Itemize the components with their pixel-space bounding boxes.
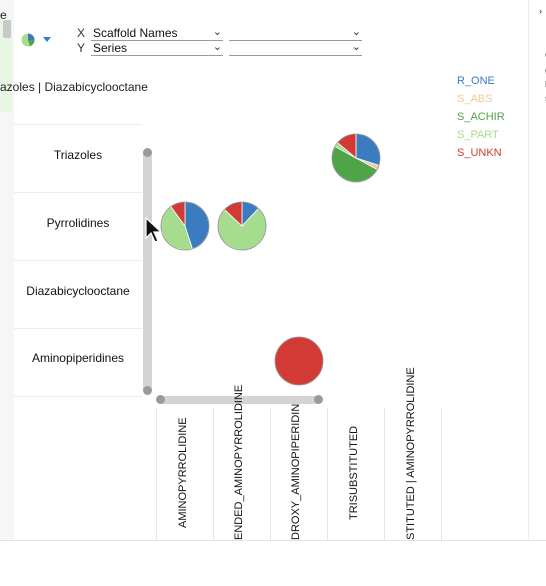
x-range-slider-right-handle[interactable]	[314, 395, 323, 404]
row-label-triazoles: Triazoles	[53, 148, 103, 162]
legend-item-s-unkn[interactable]: S_UNKN	[457, 147, 502, 159]
y-secondary-select[interactable]: ⌄	[229, 41, 362, 56]
column-separator	[270, 408, 271, 540]
pie-pyrrolidines-1[interactable]	[217, 201, 267, 251]
row-label-pyrrolidines: Pyrrolidines	[46, 216, 110, 230]
chevron-down-icon: ⌄	[351, 26, 361, 38]
row-separator	[14, 124, 142, 125]
legend-item-s-achir[interactable]: S_ACHIR	[457, 111, 505, 123]
bottom-bar	[0, 540, 546, 586]
pie-triazoles-3[interactable]	[331, 133, 381, 183]
pie-outline	[160, 201, 210, 251]
column-separator	[327, 408, 328, 540]
y-range-slider-top-handle[interactable]	[143, 148, 152, 157]
y-column-select[interactable]: Series ⌄	[91, 41, 223, 56]
pie-outline	[331, 133, 381, 183]
header-label: azoles | Diazabicyclooctane	[0, 80, 148, 94]
y-axis-letter: Y	[77, 41, 86, 55]
right-panel-mark: ›	[539, 6, 542, 16]
pie-chart-icon	[21, 33, 35, 47]
row-separator	[14, 192, 142, 193]
x-secondary-select[interactable]: ⌄	[229, 26, 362, 41]
chevron-down-icon: ⌄	[351, 41, 361, 53]
x-axis-letter: X	[77, 26, 86, 40]
column-separator	[156, 408, 157, 540]
pie-outline	[217, 201, 267, 251]
left-panel-label: e	[0, 8, 7, 22]
pie-pyrrolidines-0[interactable]	[160, 201, 210, 251]
row-separator	[14, 396, 142, 397]
mouse-cursor-icon	[145, 217, 163, 243]
pie-chart-viewer: X Scaffold Names ⌄ ⌄ Y Series ⌄ ⌄ azoles…	[0, 0, 528, 540]
x-column-value: Scaffold Names	[93, 26, 178, 40]
left-panel-scrollbar[interactable]	[3, 20, 11, 38]
y-range-slider-track[interactable]	[143, 153, 152, 391]
legend-item-s-part[interactable]: S_PART	[457, 129, 499, 141]
column-separator	[384, 408, 385, 540]
right-panel-strip: › c g h s	[528, 0, 546, 540]
chevron-down-icon: ⌄	[212, 41, 222, 53]
row-separator	[14, 328, 142, 329]
x-column-select[interactable]: Scaffold Names ⌄	[91, 26, 223, 41]
legend-item-s-abs[interactable]: S_ABS	[457, 93, 493, 105]
x-range-slider-left-handle[interactable]	[156, 395, 165, 404]
pie-aminopiperidines-2[interactable]	[274, 336, 324, 386]
column-separator	[441, 408, 442, 540]
y-column-value: Series	[93, 41, 128, 55]
row-separator	[14, 260, 142, 261]
x-range-slider-track[interactable]	[161, 396, 319, 404]
pie-chart-plot	[160, 133, 381, 386]
row-label-diazabicyclooctane: Diazabicyclooctane	[26, 284, 130, 298]
row-label-aminopiperidines: Aminopiperidines	[31, 351, 125, 365]
chevron-down-icon: ⌄	[212, 26, 222, 38]
left-panel-highlight	[0, 20, 12, 112]
y-range-slider-bottom-handle[interactable]	[143, 386, 152, 395]
column-separator	[213, 408, 214, 540]
chevron-down-icon	[43, 37, 51, 42]
legend-item-r-one[interactable]: R_ONE	[457, 75, 495, 87]
chart-type-selector[interactable]	[21, 32, 51, 48]
pie-outline	[274, 336, 324, 386]
